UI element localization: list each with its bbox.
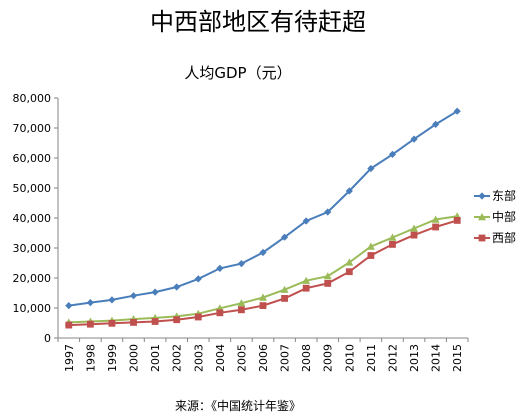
x-tick-label: 1999 xyxy=(106,344,119,372)
data-point xyxy=(302,276,311,284)
chart-title: 中西部地区有待赶超 xyxy=(150,8,366,36)
y-tick-label: 10,000 xyxy=(13,302,52,315)
series-3 xyxy=(65,217,461,329)
x-tick-label: 2012 xyxy=(386,344,399,372)
y-tick-label: 20,000 xyxy=(13,272,52,285)
x-tick-label: 2013 xyxy=(408,344,421,372)
x-tick-label: 2009 xyxy=(322,344,335,372)
data-point xyxy=(130,319,137,326)
data-point xyxy=(86,299,94,307)
x-tick-label: 2003 xyxy=(192,344,205,372)
y-tick-label: 0 xyxy=(44,332,51,345)
data-point xyxy=(216,309,224,317)
data-point xyxy=(367,164,375,173)
data-point xyxy=(324,280,332,287)
y-tick-label: 70,000 xyxy=(13,122,52,135)
data-point xyxy=(432,223,440,231)
x-tick-label: 2007 xyxy=(279,344,292,372)
series-1 xyxy=(65,107,461,310)
x-tick-label: 2015 xyxy=(451,344,464,372)
data-point xyxy=(173,316,181,324)
legend-marker xyxy=(478,234,486,242)
data-point xyxy=(388,233,397,241)
data-point xyxy=(431,215,440,223)
series-group xyxy=(64,107,462,329)
data-point xyxy=(432,120,440,128)
data-point xyxy=(108,319,116,327)
data-point xyxy=(410,224,419,232)
data-point xyxy=(410,135,418,143)
y-tick-label: 50,000 xyxy=(13,182,52,195)
data-point xyxy=(194,275,202,283)
x-tick-label: 2011 xyxy=(365,344,378,372)
data-point xyxy=(345,268,353,276)
data-point xyxy=(237,299,246,307)
data-point xyxy=(108,296,116,304)
chart-subtitle: 人均GDP（元） xyxy=(184,64,291,82)
x-tick-label: 2005 xyxy=(235,344,248,372)
y-tick-label: 40,000 xyxy=(13,212,52,225)
data-point xyxy=(259,248,267,257)
x-tick-label: 2002 xyxy=(171,344,184,372)
series-line xyxy=(68,219,458,327)
x-tick-label: 2014 xyxy=(430,344,443,372)
x-tick-label: 2000 xyxy=(128,344,141,372)
data-point xyxy=(324,208,332,216)
data-point xyxy=(280,285,289,293)
legend-label: 中部 xyxy=(492,209,516,224)
source-note: 来源：《中国统计年鉴》 xyxy=(175,398,301,413)
data-point xyxy=(259,293,267,301)
data-point xyxy=(238,306,245,314)
data-point xyxy=(345,258,354,266)
data-point xyxy=(389,241,396,248)
legend-item: 东部 xyxy=(474,188,516,203)
data-point xyxy=(237,260,246,268)
data-point xyxy=(216,264,224,272)
y-tick-label: 60,000 xyxy=(13,152,52,165)
series-line xyxy=(68,110,458,307)
y-tick-label: 30,000 xyxy=(13,242,52,255)
x-tick-label: 1997 xyxy=(63,344,76,372)
data-point xyxy=(129,292,138,300)
x-tick-label: 2006 xyxy=(257,344,270,372)
data-point xyxy=(65,321,73,329)
legend-item: 西部 xyxy=(474,230,516,245)
data-point xyxy=(194,313,202,321)
legend-label: 西部 xyxy=(492,230,516,245)
y-tick-label: 80,000 xyxy=(13,92,52,105)
x-axis: 1997 1998 1999 2000 2001 2002 2003 2004 2005 2006… xyxy=(57,337,469,372)
x-tick-label: 2010 xyxy=(343,344,356,372)
data-point xyxy=(173,283,181,291)
data-point xyxy=(388,150,397,158)
data-point xyxy=(323,272,332,280)
data-point xyxy=(281,295,288,302)
data-point xyxy=(302,217,310,225)
data-point xyxy=(65,302,73,310)
legend-marker xyxy=(478,213,486,221)
x-tick-label: 2008 xyxy=(300,344,313,372)
data-point xyxy=(345,187,353,195)
data-point xyxy=(86,320,94,328)
data-point xyxy=(453,217,461,224)
data-point xyxy=(453,107,461,115)
data-point xyxy=(410,231,418,239)
legend-item: 中部 xyxy=(474,209,516,224)
data-point xyxy=(151,318,159,325)
data-point xyxy=(366,242,375,250)
x-tick-label: 1998 xyxy=(84,344,97,372)
data-point xyxy=(302,284,310,292)
data-point xyxy=(259,302,267,309)
y-axis: 0 10,000 20,000 30,000 40,000 50,000 60,000 70,… xyxy=(13,92,59,345)
data-point xyxy=(151,288,159,296)
x-tick-label: 2004 xyxy=(214,344,227,372)
x-tick-label: 2001 xyxy=(149,344,162,372)
data-point xyxy=(367,252,375,259)
data-point xyxy=(280,233,289,241)
legend-marker xyxy=(478,192,486,200)
legend-label: 东部 xyxy=(492,188,516,203)
